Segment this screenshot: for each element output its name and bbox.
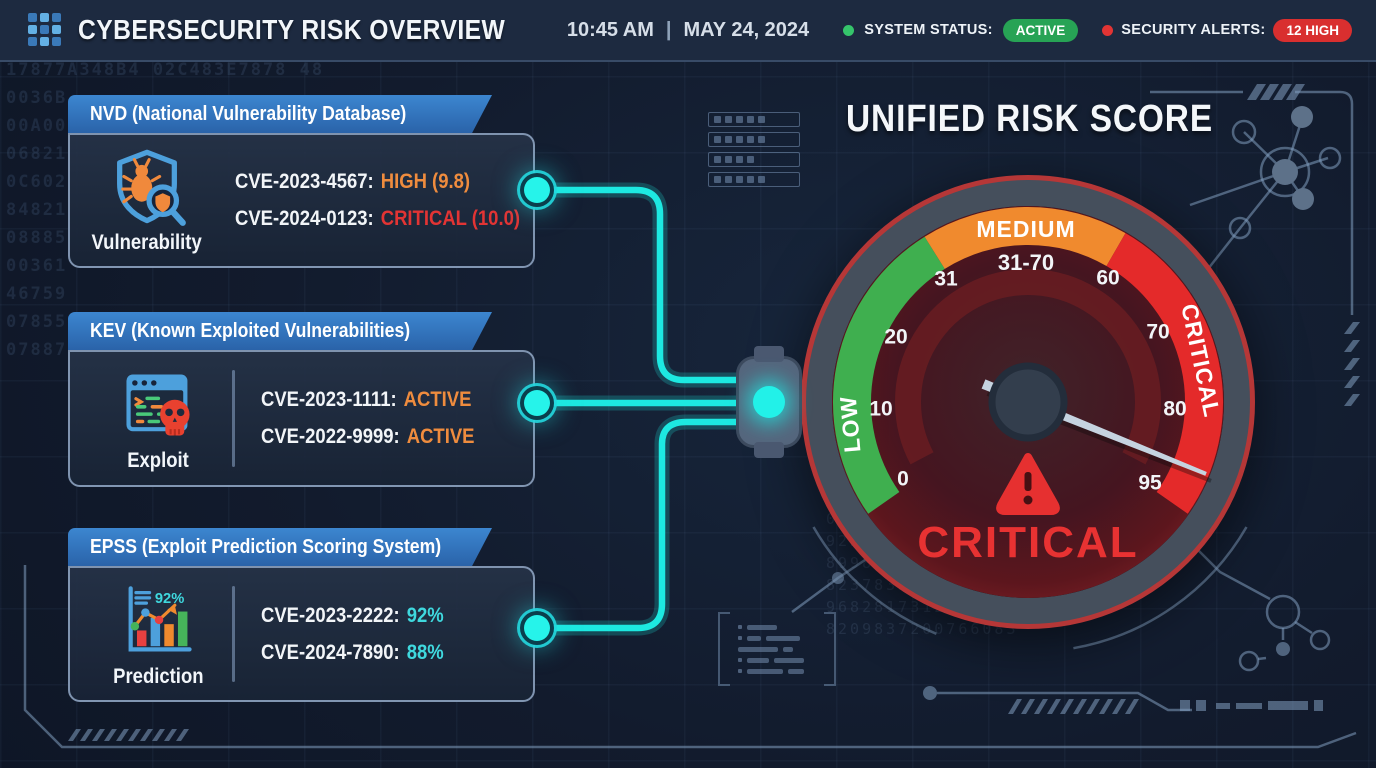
tick-80: 80 [1163,398,1186,421]
panel-nvd-title: NVD (National Vulnerability Database) [68,95,492,133]
output-node-kev [524,390,550,416]
gauge-title: UNIFIED RISK SCORE [846,98,1214,140]
tick-95: 95 [1138,472,1162,495]
decor-digits-row: 17877A348B4 02C483E7878 48 [6,60,325,80]
page-title: CYBERSECURITY RISK OVERVIEW [78,14,506,45]
panel-epss-title: EPSS (Exploit Prediction Scoring System) [68,528,492,566]
datetime-separator: | [665,18,672,41]
hub-core-light [753,386,785,418]
panel-nvd[interactable]: NVD (National Vulnerability Database) Vu… [68,95,535,268]
output-node-epss [524,615,550,641]
panel-nvd-caption: Vulnerability [91,231,202,254]
browser-skull-icon [126,374,190,436]
tick-0: 0 [897,468,909,491]
shield-bug-magnifier-icon [116,149,186,226]
cve-entry: CVE-2024-7890: 88% [260,640,444,664]
panel-kev-caption: Exploit [127,449,189,472]
tick-60: 60 [1096,267,1119,290]
gauge-inner-ring [895,269,1161,465]
system-status-label: SYSTEM STATUS: [864,22,993,38]
panel-kev-title: KEV (Known Exploited Vulnerabilities) [68,312,492,350]
panel-divider [232,370,235,467]
server-rack-icon [708,112,800,192]
security-alerts-label: SECURITY ALERTS: [1121,22,1266,38]
security-alerts-dot [1102,24,1114,36]
decor-digits-row: 46759 [6,284,68,304]
aggregation-hub [736,356,802,448]
tick-70: 70 [1146,321,1169,344]
panel-epss[interactable]: EPSS (Exploit Prediction Scoring System)… [68,528,535,702]
prediction-chart-icon: 92% [128,585,192,651]
cve-entry: CVE-2023-2222: 92% [260,603,444,627]
svg-text:92%: 92% [155,591,184,607]
gauge-zone-medium [924,207,1126,270]
panel-kev[interactable]: KEV (Known Exploited Vulnerabilities) Ex… [68,312,535,487]
system-status-badge[interactable]: ACTIVE [1002,18,1079,42]
connector-nvd [544,186,744,384]
panel-epss-caption: Prediction [112,664,204,688]
cve-entry: CVE-2024-0123: CRITICAL (10.0) [235,207,521,230]
tick-20: 20 [884,326,907,349]
cve-entry: CVE-2023-1111: ACTIVE [260,388,471,411]
cve-entry: CVE-2023-4567: HIGH (9.8) [235,170,471,193]
gauge-hub [988,362,1068,442]
datetime: 10:45 AM | MAY 24, 2024 [567,19,809,42]
output-node-nvd [524,177,550,203]
unified-risk-gauge: MEDIUM 31-70 LOW CRITICAL 0 10 20 31 60 … [801,175,1255,629]
status-area: SYSTEM STATUS: ACTIVE SECURITY ALERTS: 1… [843,18,1354,42]
date-label: MAY 24, 2024 [683,18,810,41]
zone-label-low: LOW [835,395,866,454]
app-grid-icon[interactable] [28,13,62,47]
cve-entry: CVE-2022-9999: ACTIVE [260,425,474,448]
tick-31: 31 [934,268,958,291]
header-bar: CYBERSECURITY RISK OVERVIEW 10:45 AM | M… [0,0,1376,62]
gauge-zone-low [833,236,946,514]
gauge-status-label: CRITICAL [917,518,1138,567]
zone-label-medium: MEDIUM [976,216,1075,242]
tick-10: 10 [869,398,892,421]
system-status-dot [843,24,855,36]
time-label: 10:45 AM [566,18,654,41]
security-alerts-badge[interactable]: 12 HIGH [1273,18,1352,42]
connector-epss [544,418,744,632]
zone-range-label: 31-70 [998,250,1054,275]
